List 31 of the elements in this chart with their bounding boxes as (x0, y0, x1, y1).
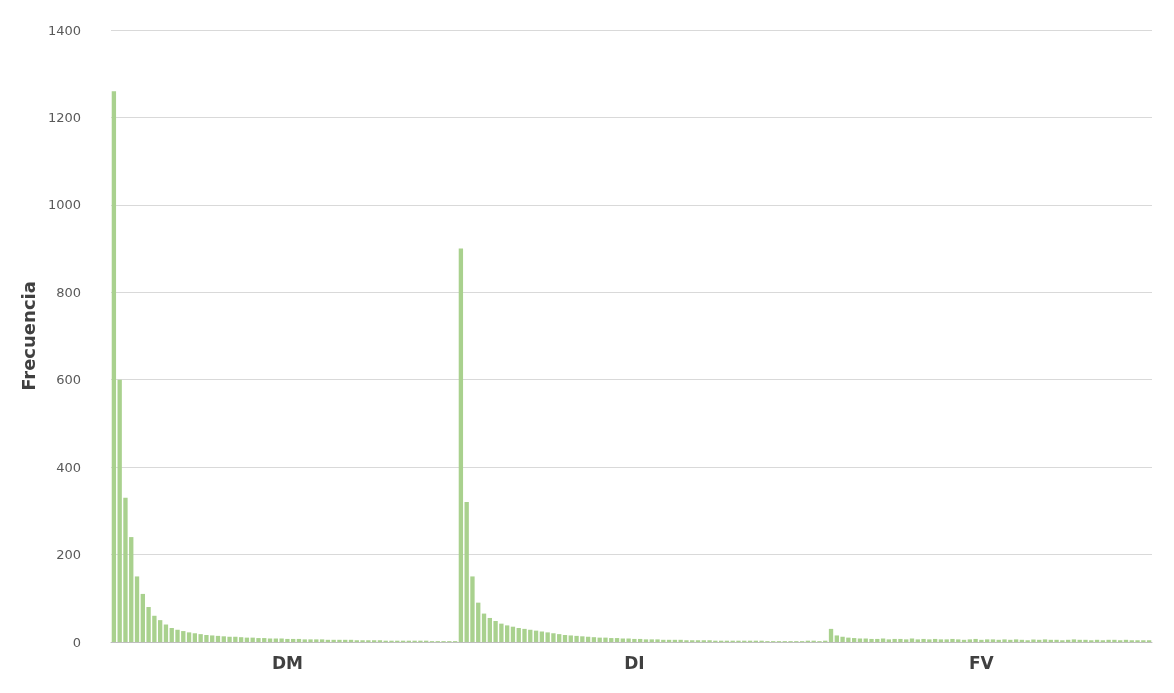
x-tick-label: DM (271, 652, 303, 673)
y-tick-label: 600 (56, 372, 81, 388)
bar (614, 638, 620, 642)
bar (533, 630, 539, 642)
bar (481, 613, 487, 642)
bar (458, 248, 464, 642)
x-tick-label: FV (969, 652, 995, 673)
bar (938, 639, 944, 642)
bar (591, 637, 597, 642)
y-tick-label: 400 (56, 459, 81, 475)
bar (643, 639, 649, 642)
bar (1071, 639, 1077, 642)
bar (510, 626, 516, 642)
bar (296, 638, 302, 642)
bar (828, 628, 834, 642)
bar (134, 576, 140, 642)
bar (319, 639, 325, 642)
y-tick-label: 800 (56, 284, 81, 300)
bar (186, 632, 192, 642)
bar (562, 635, 568, 642)
y-axis-title: Frecuencia (17, 281, 39, 391)
y-tick-label: 0 (72, 634, 81, 650)
bar (990, 639, 996, 642)
x-tick-label: DI (624, 652, 645, 673)
y-tick-label: 200 (56, 547, 81, 563)
bar (1013, 639, 1019, 642)
y-tick-label: 1400 (47, 22, 81, 38)
y-tick-label: 1000 (47, 197, 81, 213)
bar (111, 91, 117, 642)
y-tick-label: 1200 (47, 109, 81, 125)
bar (1042, 639, 1048, 642)
